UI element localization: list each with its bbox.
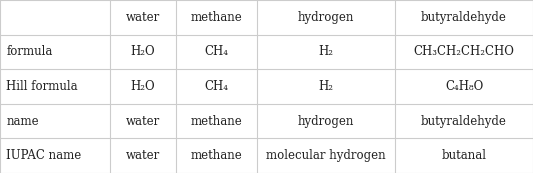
Bar	[110, 0, 175, 35]
Text: hydrogen: hydrogen	[298, 115, 354, 128]
Bar	[395, 69, 533, 104]
Bar	[110, 104, 175, 138]
Text: water: water	[126, 11, 160, 24]
Bar	[395, 104, 533, 138]
Text: methane: methane	[190, 115, 242, 128]
Text: CH₄: CH₄	[204, 80, 228, 93]
Text: H₂: H₂	[319, 80, 334, 93]
Text: formula: formula	[6, 45, 53, 58]
Bar	[0, 138, 110, 173]
Bar	[257, 0, 395, 35]
Text: Hill formula: Hill formula	[6, 80, 78, 93]
Text: water: water	[126, 149, 160, 162]
Bar	[395, 0, 533, 35]
Bar	[0, 35, 110, 69]
Text: IUPAC name: IUPAC name	[6, 149, 82, 162]
Text: H₂O: H₂O	[131, 45, 155, 58]
Bar	[110, 69, 175, 104]
Text: butanal: butanal	[441, 149, 487, 162]
Bar	[0, 69, 110, 104]
Bar	[257, 138, 395, 173]
Text: methane: methane	[190, 149, 242, 162]
Text: hydrogen: hydrogen	[298, 11, 354, 24]
Text: butyraldehyde: butyraldehyde	[421, 11, 507, 24]
Text: butyraldehyde: butyraldehyde	[421, 115, 507, 128]
Bar	[0, 104, 110, 138]
Text: methane: methane	[190, 11, 242, 24]
Text: name: name	[6, 115, 39, 128]
Bar	[175, 0, 257, 35]
Bar	[257, 69, 395, 104]
Text: C₄H₈O: C₄H₈O	[445, 80, 483, 93]
Text: H₂O: H₂O	[131, 80, 155, 93]
Text: molecular hydrogen: molecular hydrogen	[266, 149, 386, 162]
Bar	[175, 35, 257, 69]
Bar	[110, 138, 175, 173]
Text: CH₃CH₂CH₂CHO: CH₃CH₂CH₂CHO	[414, 45, 514, 58]
Bar	[175, 69, 257, 104]
Bar	[395, 138, 533, 173]
Text: water: water	[126, 115, 160, 128]
Bar	[110, 35, 175, 69]
Bar	[0, 0, 110, 35]
Text: CH₄: CH₄	[204, 45, 228, 58]
Bar	[257, 104, 395, 138]
Bar	[395, 35, 533, 69]
Bar	[257, 35, 395, 69]
Bar	[175, 104, 257, 138]
Bar	[175, 138, 257, 173]
Text: H₂: H₂	[319, 45, 334, 58]
